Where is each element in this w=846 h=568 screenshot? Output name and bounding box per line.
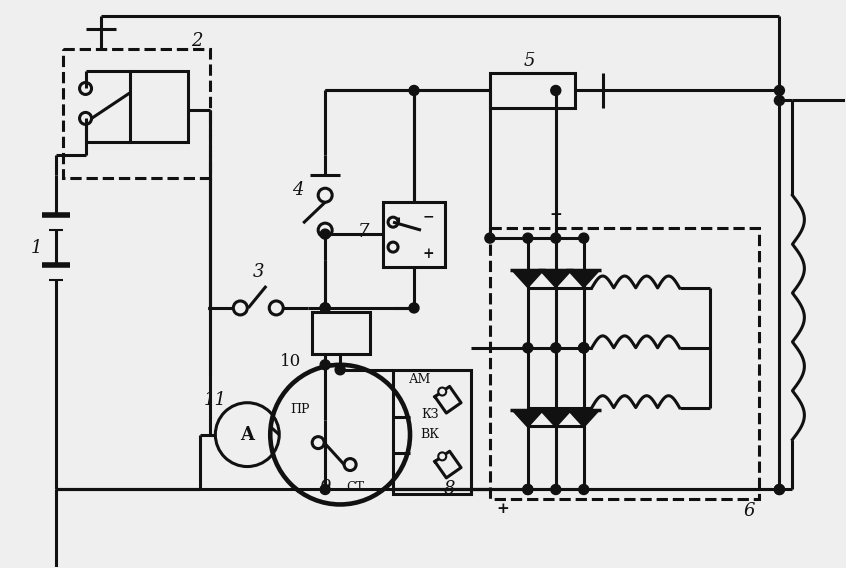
Bar xyxy=(393,370,471,495)
Circle shape xyxy=(774,485,784,495)
Polygon shape xyxy=(540,410,572,427)
Text: 3: 3 xyxy=(252,263,264,281)
Circle shape xyxy=(551,233,561,243)
Bar xyxy=(490,73,574,108)
Bar xyxy=(312,312,370,354)
Text: КЗ: КЗ xyxy=(421,408,439,421)
Text: АМ: АМ xyxy=(409,373,431,386)
Circle shape xyxy=(409,303,419,313)
Text: 5: 5 xyxy=(524,52,536,69)
Text: 2: 2 xyxy=(190,32,202,49)
Circle shape xyxy=(579,343,589,353)
Bar xyxy=(130,70,189,143)
Circle shape xyxy=(320,229,330,239)
Circle shape xyxy=(551,485,561,495)
Text: 4: 4 xyxy=(293,181,304,199)
Circle shape xyxy=(551,86,561,95)
Text: 6: 6 xyxy=(744,503,755,520)
Text: 10: 10 xyxy=(279,353,301,370)
Circle shape xyxy=(774,95,784,106)
Bar xyxy=(383,202,445,267)
Text: 7: 7 xyxy=(357,223,369,241)
Bar xyxy=(490,228,760,499)
Text: −: − xyxy=(549,208,562,222)
Circle shape xyxy=(335,365,345,375)
Circle shape xyxy=(320,303,330,313)
Text: −: − xyxy=(422,209,434,223)
Bar xyxy=(63,49,211,178)
Circle shape xyxy=(320,303,330,313)
Polygon shape xyxy=(512,270,544,287)
Polygon shape xyxy=(568,410,600,427)
Circle shape xyxy=(523,233,533,243)
Polygon shape xyxy=(568,270,600,287)
Text: +: + xyxy=(422,247,434,261)
Circle shape xyxy=(579,233,589,243)
Polygon shape xyxy=(512,410,544,427)
Circle shape xyxy=(320,360,330,370)
Circle shape xyxy=(774,86,784,95)
Circle shape xyxy=(579,343,589,353)
Text: 9: 9 xyxy=(320,478,331,496)
Circle shape xyxy=(551,343,561,353)
Circle shape xyxy=(485,233,495,243)
Circle shape xyxy=(774,485,784,495)
Circle shape xyxy=(438,387,446,395)
Circle shape xyxy=(438,452,446,461)
Text: СТ: СТ xyxy=(346,481,364,494)
Text: A: A xyxy=(240,425,255,444)
Text: ПР: ПР xyxy=(290,403,310,416)
Circle shape xyxy=(523,485,533,495)
Text: +: + xyxy=(497,503,509,516)
Text: 8: 8 xyxy=(444,481,456,499)
Circle shape xyxy=(579,485,589,495)
Circle shape xyxy=(320,485,330,495)
Circle shape xyxy=(579,343,589,353)
Polygon shape xyxy=(540,270,572,287)
Circle shape xyxy=(409,86,419,95)
Text: 11: 11 xyxy=(204,391,227,409)
Circle shape xyxy=(523,343,533,353)
Text: ВК: ВК xyxy=(420,428,439,441)
Circle shape xyxy=(523,485,533,495)
Text: 1: 1 xyxy=(31,239,42,257)
